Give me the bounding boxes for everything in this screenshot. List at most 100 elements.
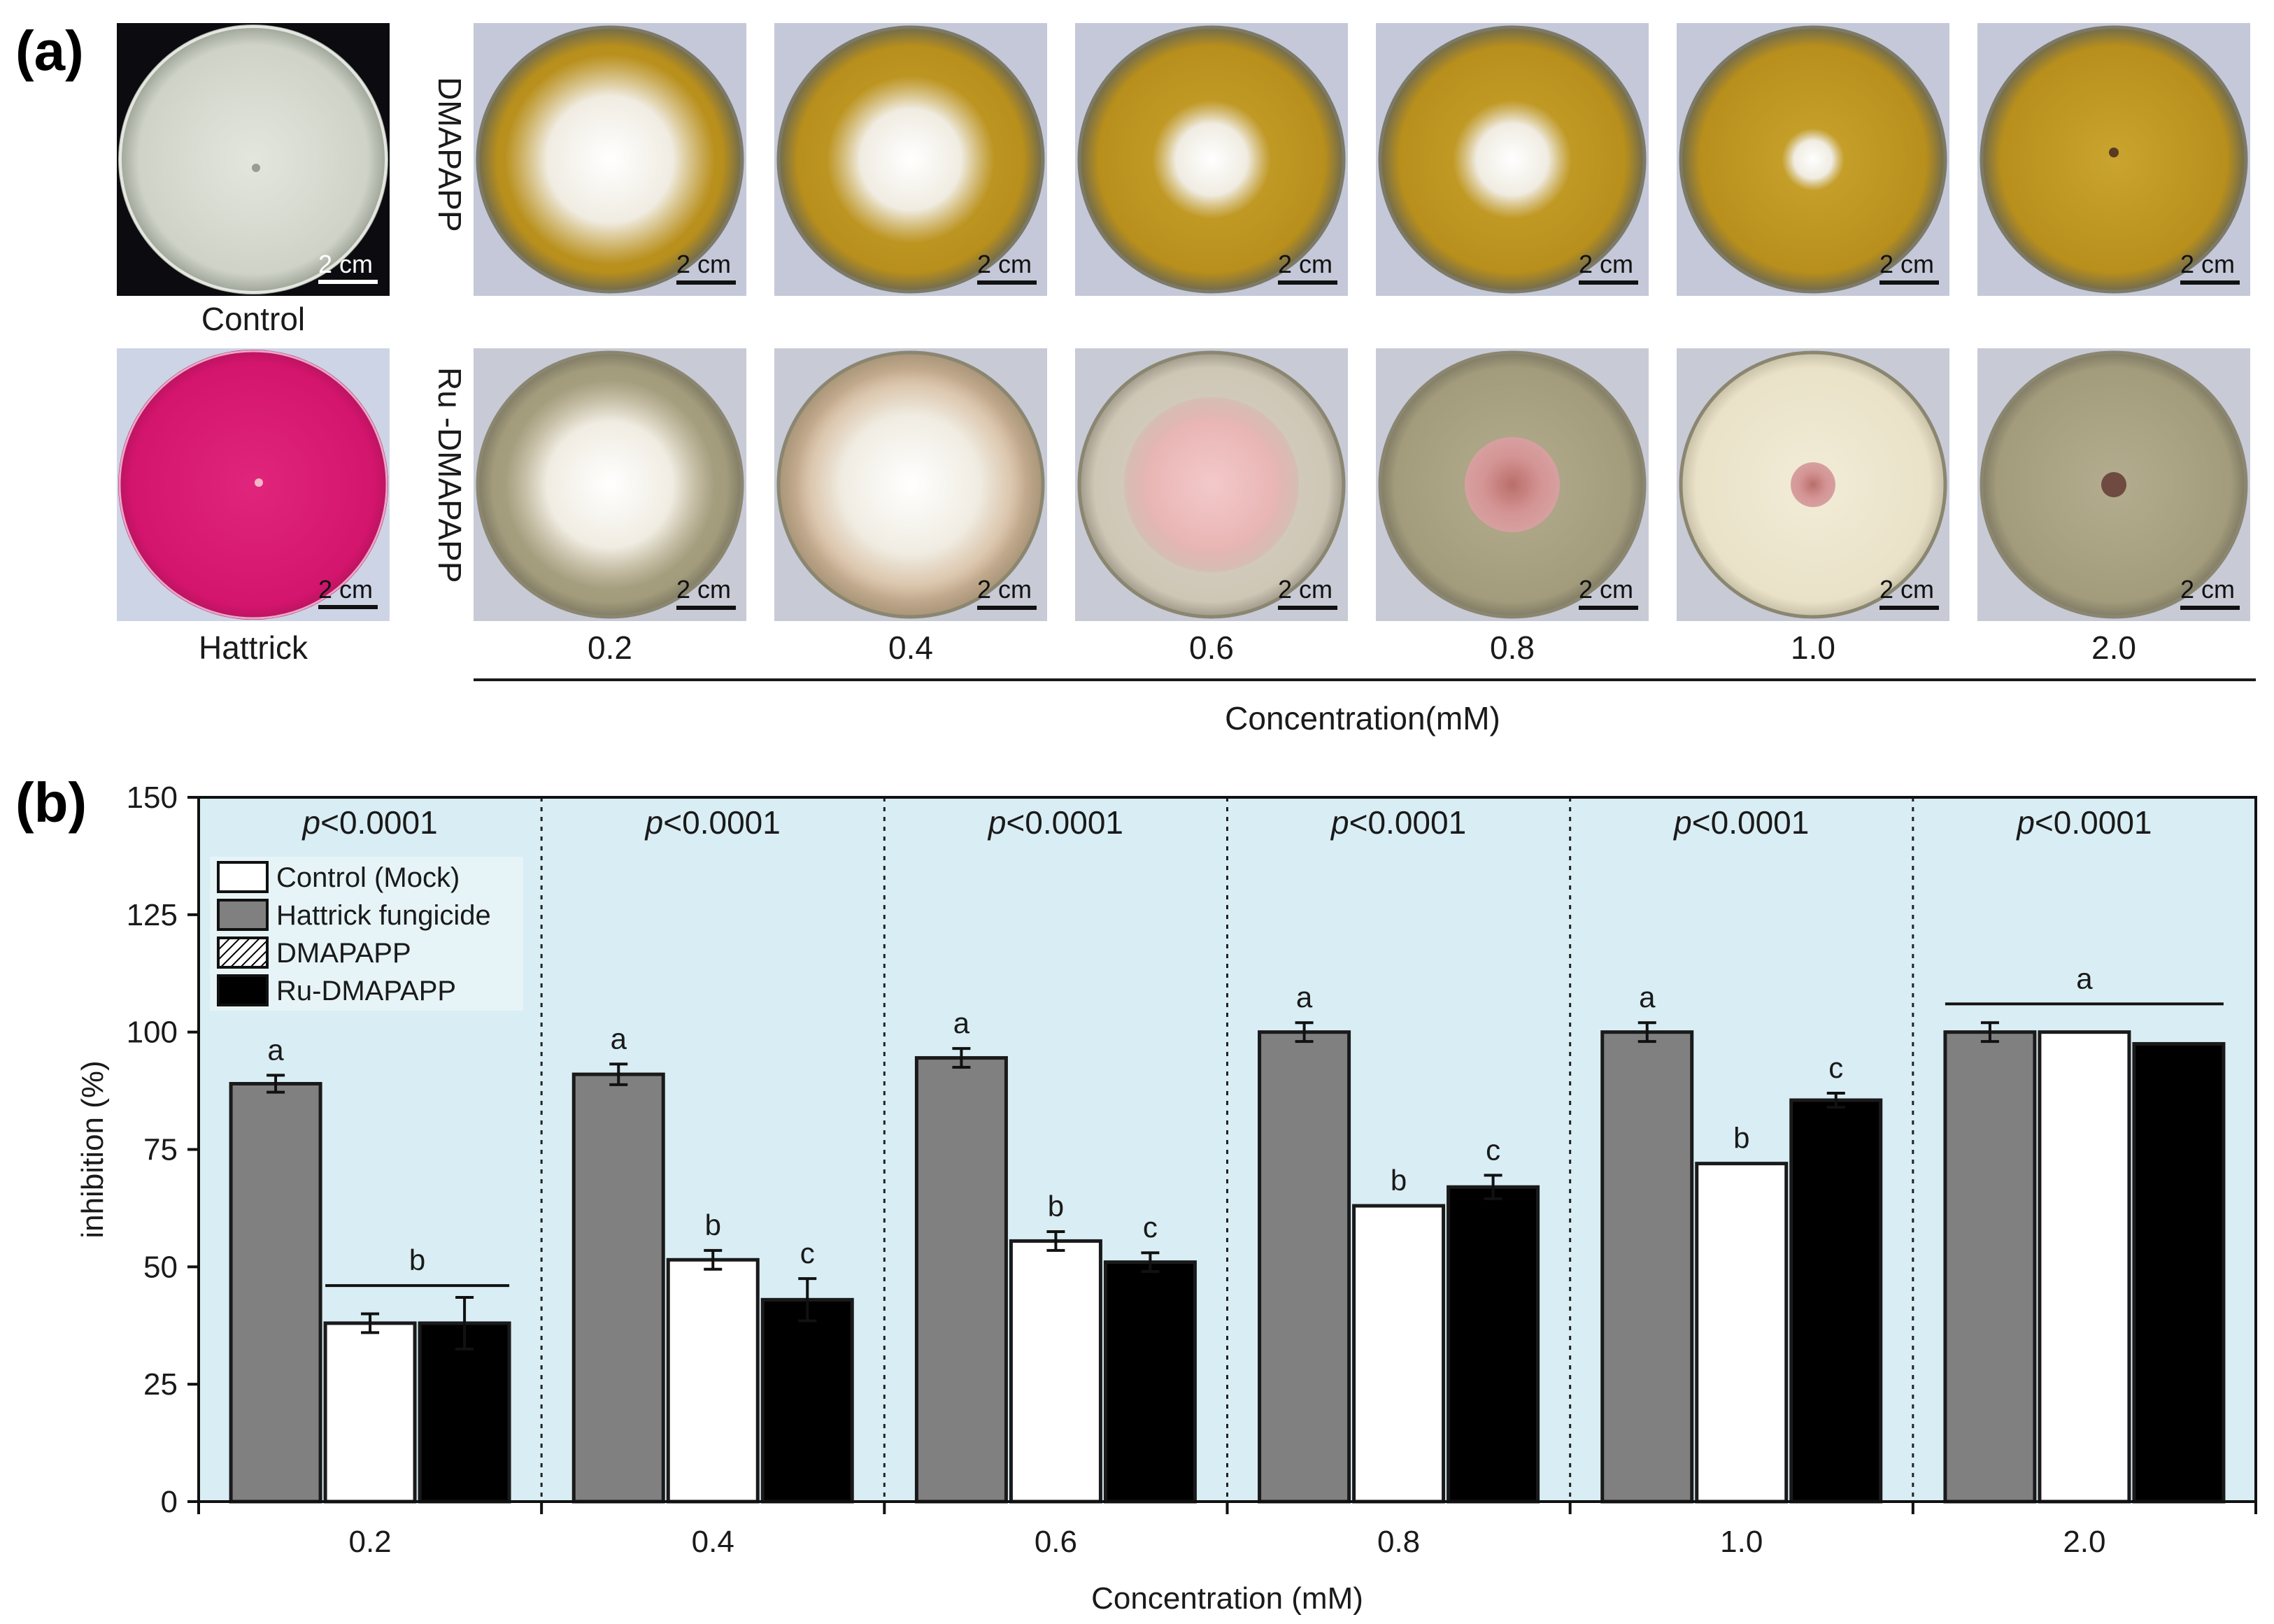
mycelium-colony <box>795 369 1026 600</box>
legend-swatch <box>217 899 269 931</box>
petri-rim <box>476 25 744 294</box>
scale-bar-label: 2 cm <box>1879 575 1934 604</box>
y-tick-label: 125 <box>127 898 178 932</box>
legend-swatch <box>217 936 269 969</box>
scale-bar-label: 2 cm <box>2180 250 2235 278</box>
significance-letter: c <box>800 1237 815 1269</box>
row-label-dmapapp: DMAPAPP <box>432 77 468 232</box>
inoculum-plug <box>2109 148 2119 157</box>
significance-letter: b <box>409 1244 425 1276</box>
bar <box>760 1297 854 1504</box>
petri-rim <box>1679 350 1947 619</box>
scale-bar-label: 2 cm <box>676 250 731 278</box>
x-tick-label: 1.0 <box>1720 1525 1763 1559</box>
ru-dmapapp-plate-photo: 2 cm <box>1376 348 1649 621</box>
petri-rim <box>1980 25 2248 294</box>
bar <box>1447 1185 1540 1504</box>
x-tick-label: 2.0 <box>2063 1525 2105 1559</box>
ru-dmapapp-plate-photo: 2 cm <box>1977 348 2250 621</box>
mycelium-colony <box>505 380 715 590</box>
x-tick-label: 0.4 <box>692 1525 734 1559</box>
y-tick-label: 50 <box>143 1250 178 1284</box>
significance-letter: b <box>1733 1122 1749 1155</box>
significance-letter: b <box>1391 1164 1407 1197</box>
concentration-labels-a: 0.2 0.4 0.6 0.8 1.0 2.0 <box>588 629 2136 666</box>
petri-rim <box>776 350 1045 619</box>
ru-dmapapp-plate-photo: 2 cm <box>1075 348 1348 621</box>
significance-letter: a <box>2076 962 2093 995</box>
petri-dish <box>1981 27 2247 292</box>
scale-bar-label: 2 cm <box>318 575 373 604</box>
bar <box>571 1072 665 1504</box>
ru-dmapapp-plate-photo: 2 cm <box>474 348 746 621</box>
p-value-label: p<0.0001 <box>644 804 781 841</box>
p-value-label: p<0.0001 <box>1672 804 1809 841</box>
x-tick-label: 0.8 <box>1377 1525 1420 1559</box>
mycelium-colony <box>1124 397 1299 572</box>
mycelium-colony <box>505 55 715 264</box>
legend-entry: Ru-DMAPAPP <box>276 976 456 1006</box>
petri-rim <box>1077 25 1346 294</box>
legend-swatch <box>217 861 269 893</box>
p-value-label: p<0.0001 <box>987 804 1123 841</box>
y-tick-label: 25 <box>143 1367 178 1402</box>
bar <box>2038 1030 2131 1504</box>
significance-letter: a <box>953 1006 970 1039</box>
concentration-label: 0.4 <box>888 629 933 666</box>
scale-bar-label: 2 cm <box>977 575 1032 604</box>
mycelium-colony <box>1791 462 1835 507</box>
y-axis-title: inhibition (%) <box>76 1060 110 1238</box>
plot-area <box>199 797 2256 1502</box>
x-tick-label: 0.6 <box>1035 1525 1077 1559</box>
bar <box>1600 1030 1694 1504</box>
bar <box>2132 1041 2226 1504</box>
p-value-label: p<0.0001 <box>301 804 438 841</box>
mycelium-colony <box>1782 128 1845 191</box>
mycelium-colony <box>827 76 995 243</box>
scale-bar-label: 2 cm <box>1579 575 1633 604</box>
concentration-label: 2.0 <box>2091 629 2136 666</box>
bar <box>1009 1239 1102 1504</box>
petri-rim <box>1679 25 1947 294</box>
bar <box>1789 1098 1883 1504</box>
mycelium-colony <box>1453 100 1572 219</box>
bar <box>418 1321 511 1504</box>
petri-rim <box>476 350 744 619</box>
dmapapp-plate-photo: 2 cm <box>1677 23 1949 296</box>
panel-b-label: (b) <box>15 771 87 834</box>
significance-letter: b <box>1048 1190 1064 1223</box>
scale-bar-label: 2 cm <box>318 250 373 278</box>
bar <box>1258 1030 1351 1504</box>
x-axis-title: Concentration (mM) <box>1091 1581 1363 1616</box>
x-tick-label: 0.2 <box>348 1525 391 1559</box>
y-tick-label: 0 <box>161 1485 178 1519</box>
panel-a: (a) 2 cm Control 2 cm Hattrick DMAPAPP R… <box>15 20 2256 736</box>
bar <box>1695 1162 1789 1504</box>
control-label: Control <box>201 301 305 337</box>
mycelium-colony <box>1152 100 1271 219</box>
bar <box>914 1056 1008 1504</box>
significance-letter: a <box>611 1022 627 1055</box>
scale-bar-label: 2 cm <box>977 250 1032 278</box>
dmapapp-plate-row: 2 cm 2 cm 2 cm 2 cm 2 cm 2 cm <box>474 23 2250 296</box>
y-tick-label: 100 <box>127 1016 178 1050</box>
control-plate-photo: 2 cm <box>117 23 390 296</box>
concentration-label: 0.6 <box>1189 629 1234 666</box>
significance-letter: c <box>1486 1133 1500 1166</box>
mycelium-colony <box>1465 437 1560 532</box>
concentration-label: 1.0 <box>1791 629 1835 666</box>
bar <box>1943 1030 2037 1504</box>
petri-rim <box>1980 350 2248 619</box>
dmapapp-plate-photo: 2 cm <box>774 23 1047 296</box>
p-value-label: p<0.0001 <box>2015 804 2152 841</box>
petri-rim <box>776 25 1045 294</box>
scale-bar-label: 2 cm <box>1579 250 1633 278</box>
significance-letter: c <box>1143 1211 1158 1244</box>
legend-entry: Control (Mock) <box>276 862 460 893</box>
bar <box>1352 1204 1446 1504</box>
legend-swatch <box>217 974 269 1006</box>
panel-b: (b) p<0.0001 p<0.0001 p<0.0001 p<0.0001 p<0.… <box>15 771 2257 1616</box>
legend: Control (Mock) Hattrick fungicide DMAPAPP R… <box>210 857 523 1011</box>
y-tick-label: 75 <box>143 1133 178 1167</box>
concentration-label: 0.8 <box>1490 629 1535 666</box>
